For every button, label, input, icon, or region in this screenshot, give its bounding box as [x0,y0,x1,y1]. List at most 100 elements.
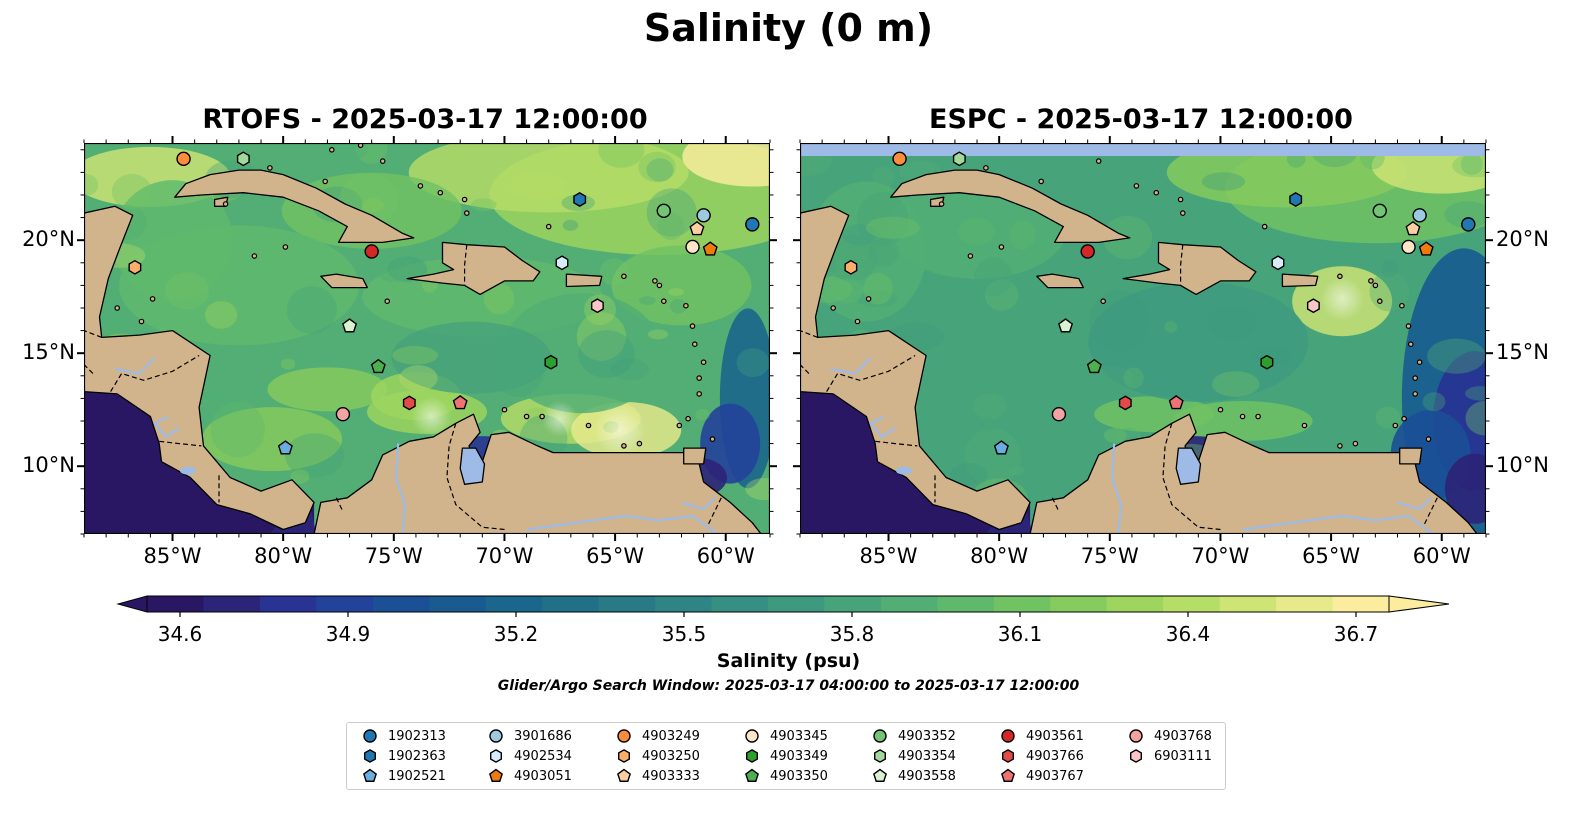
colorbar-tick-1: 34.9 [325,622,371,646]
rtofs-float-marker-3901686 [696,208,711,223]
colorbar-tick-6: 36.4 [1165,622,1211,646]
espc-lon-label-5: 60°W [1412,544,1471,568]
landmass-hispaniola [406,241,541,296]
rtofs-float-marker-4903768 [335,407,351,422]
legend-marker-pentagon-icon [745,768,759,782]
legend-marker-pentagon-icon [617,768,631,782]
legend-label: 4903767 [1026,768,1084,784]
legend-marker-circle-icon [1129,729,1143,743]
rtofs-float-marker-4903345 [685,239,700,255]
landmass-hispaniola [1122,241,1257,296]
legend-label: 4903345 [770,728,828,744]
legend-label: 4903354 [898,748,956,764]
espc-lon-label-1: 80°W [970,544,1029,568]
legend-marker-hexagon-icon [364,749,377,763]
legend-label: 4903051 [514,768,572,784]
lake-maracaibo [1175,447,1202,485]
legend-item-4903558: 4903558 [871,766,956,786]
legend-item-4903352: 4903352 [871,726,956,746]
rtofs-lon-label-5: 60°W [696,544,755,568]
rtofs-float-marker-4903249 [176,151,191,167]
legend-marker-circle-icon [617,729,631,743]
landmass-central-america [800,205,1031,534]
colorbar-tick-0: 34.6 [157,622,203,646]
espc-lon-label-0: 85°W [859,544,918,568]
legend-marker-pentagon-icon [873,768,887,782]
legend-item-4903333: 4903333 [615,766,700,786]
rtofs-float-marker-4903250 [128,259,142,275]
legend-label: 4903558 [898,768,956,784]
legend-marker-pentagon-icon [1001,768,1015,782]
lake-maracaibo [459,447,486,485]
legend-label: 4903249 [642,728,700,744]
legend-label: 1902313 [388,728,446,744]
rtofs-lat-label-1: 15°N [22,340,75,365]
espc-lon-label-3: 70°W [1191,544,1250,568]
legend-item-4903767: 4903767 [999,766,1084,786]
espc-float-marker-4903051 [1418,241,1434,256]
legend-label: 1902521 [388,768,446,784]
espc-float-marker-4903333 [1405,220,1421,236]
legend-marker-hexagon-icon [874,749,887,763]
legend-label: 3901686 [514,728,572,744]
legend-item-4903768: 4903768 [1127,726,1212,746]
legend-item-4903354: 4903354 [871,746,956,766]
espc-float-marker-4903352 [1372,203,1387,219]
legend-item-4903250: 4903250 [615,746,700,766]
legend-label: 1902363 [388,748,446,764]
salinity-colorbar [116,595,1450,617]
landmass-south-america [1029,413,1486,534]
rtofs-lon-label-0: 85°W [143,544,202,568]
legend-item-1902363: 1902363 [361,746,446,766]
espc-float-marker-4902534 [1271,255,1285,271]
espc-float-marker-1902521 [993,440,1009,455]
legend-label: 4903352 [898,728,956,744]
legend-item-4903766: 4903766 [999,746,1084,766]
landmass-jamaica [1036,273,1084,289]
legend-item-1902313: 1902313 [361,726,446,746]
espc-lon-label-2: 75°W [1080,544,1139,568]
legend-item-3901686: 3901686 [487,726,572,746]
legend-item-1902521: 1902521 [361,766,446,786]
espc-float-marker-3901686 [1412,208,1427,223]
legend-item-4903561: 4903561 [999,726,1084,746]
espc-float-marker-4903250 [844,259,858,275]
espc-float-marker-4903249 [892,151,907,167]
legend-marker-circle-icon [363,729,377,743]
legend-label: 4903561 [1026,728,1084,744]
landmass-puerto-rico [1281,273,1319,288]
rtofs-float-marker-4903333 [689,220,705,236]
legend-marker-hexagon-icon [618,749,631,763]
landmass-puerto-rico [565,273,603,288]
rtofs-panel-title: RTOFS - 2025-03-17 12:00:00 [202,104,648,135]
colorbar-tick-4: 35.8 [829,622,875,646]
legend-label: 6903111 [1154,748,1212,764]
legend-marker-circle-icon [1001,729,1015,743]
espc-float-marker-4903345 [1401,239,1416,255]
rtofs-lat-label-0: 20°N [22,227,75,252]
legend-label: 4903768 [1154,728,1212,744]
legend-marker-hexagon-icon [1130,749,1143,763]
legend-label: 4903333 [642,768,700,784]
legend-marker-pentagon-icon [363,768,377,782]
legend-item-4903345: 4903345 [743,726,828,746]
rtofs-lon-label-1: 80°W [254,544,313,568]
legend-label: 4902534 [514,748,572,764]
legend-label: 4903250 [642,748,700,764]
colorbar-tick-7: 36.7 [1333,622,1379,646]
espc-float-marker-4903349 [1260,354,1274,370]
landmass-trinidad [683,447,707,465]
espc-panel-title: ESPC - 2025-03-17 12:00:00 [929,104,1353,135]
landmass-trinidad [1399,447,1423,465]
colorbar-tick-2: 35.2 [493,622,539,646]
rtofs-float-marker-1902521 [277,440,293,455]
espc-float-marker-4903354 [952,151,966,167]
espc-float-marker-1902313 [1461,217,1476,232]
espc-lat-label-2: 10°N [1496,453,1549,478]
espc-salinity-map [800,143,1486,534]
rtofs-float-marker-1902313 [745,217,760,232]
rtofs-lon-label-2: 75°W [364,544,423,568]
legend-item-6903111: 6903111 [1127,746,1212,766]
legend-marker-circle-icon [745,729,759,743]
legend-label: 4903350 [770,768,828,784]
